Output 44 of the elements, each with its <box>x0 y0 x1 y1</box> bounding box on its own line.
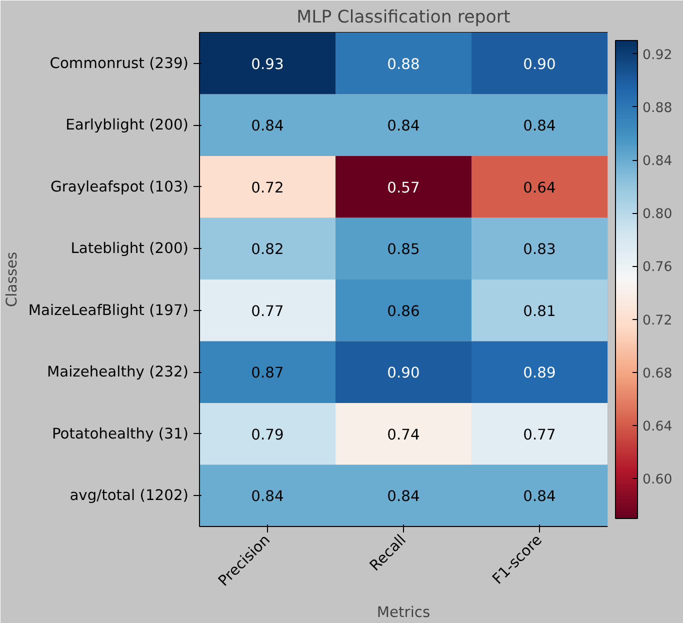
color-bar-label: 0.84 <box>642 154 672 169</box>
y-tick-label: MaizeLeafBlight (197) <box>28 302 189 319</box>
data-label: 0.77 <box>523 426 556 444</box>
color-bar-label: 0.68 <box>642 366 672 382</box>
data-label: 0.87 <box>251 364 284 382</box>
color-bar-label: 0.76 <box>642 260 672 276</box>
color-bar-label: 0.64 <box>642 420 672 435</box>
data-label: 0.90 <box>523 56 556 73</box>
data-label: 0.82 <box>251 241 284 258</box>
y-tick-label: Potatohealthy (31) <box>52 425 189 442</box>
data-label: 0.74 <box>387 426 420 444</box>
data-label: 0.90 <box>387 364 420 382</box>
color-bar-label: 0.60 <box>642 472 672 488</box>
data-label: 0.57 <box>387 179 420 196</box>
data-label: 0.81 <box>523 302 556 320</box>
data-label: 0.86 <box>387 302 420 320</box>
data-label: 0.84 <box>251 488 284 506</box>
data-label: 0.84 <box>523 488 556 506</box>
data-label: 0.84 <box>387 488 420 506</box>
color-bar-label: 0.80 <box>642 207 672 222</box>
y-tick-label: Lateblight (200) <box>70 240 188 258</box>
y-tick-label: Grayleafspot (103) <box>50 178 189 196</box>
data-label: 0.83 <box>523 241 556 258</box>
color-bar-label: 0.72 <box>642 313 672 328</box>
data-label: 0.84 <box>251 118 284 135</box>
data-label: 0.93 <box>251 56 284 73</box>
data-label: 0.77 <box>251 302 284 320</box>
data-label: 0.72 <box>251 179 284 196</box>
y-tick-label: Commonrust (239) <box>50 54 189 72</box>
color-bar-label: 0.88 <box>642 100 672 116</box>
data-label: 0.64 <box>523 179 556 196</box>
data-label: 0.84 <box>387 118 420 135</box>
data-label: 0.89 <box>523 364 556 382</box>
data-label: 0.88 <box>387 56 420 73</box>
color-bar-label: 0.92 <box>642 48 672 63</box>
y-tick-label: Earlyblight (200) <box>66 116 189 134</box>
x-axis-title: Metrics <box>376 604 430 621</box>
y-tick-label: Maizehealthy (232) <box>46 364 188 381</box>
data-label: 0.85 <box>387 241 420 258</box>
chart-title: MLP Classification report <box>296 8 511 28</box>
y-axis-title: Classes <box>3 252 20 308</box>
data-label: 0.79 <box>251 426 284 444</box>
data-label: 0.84 <box>523 118 556 135</box>
y-tick-label: avg/total (1202) <box>70 487 189 504</box>
